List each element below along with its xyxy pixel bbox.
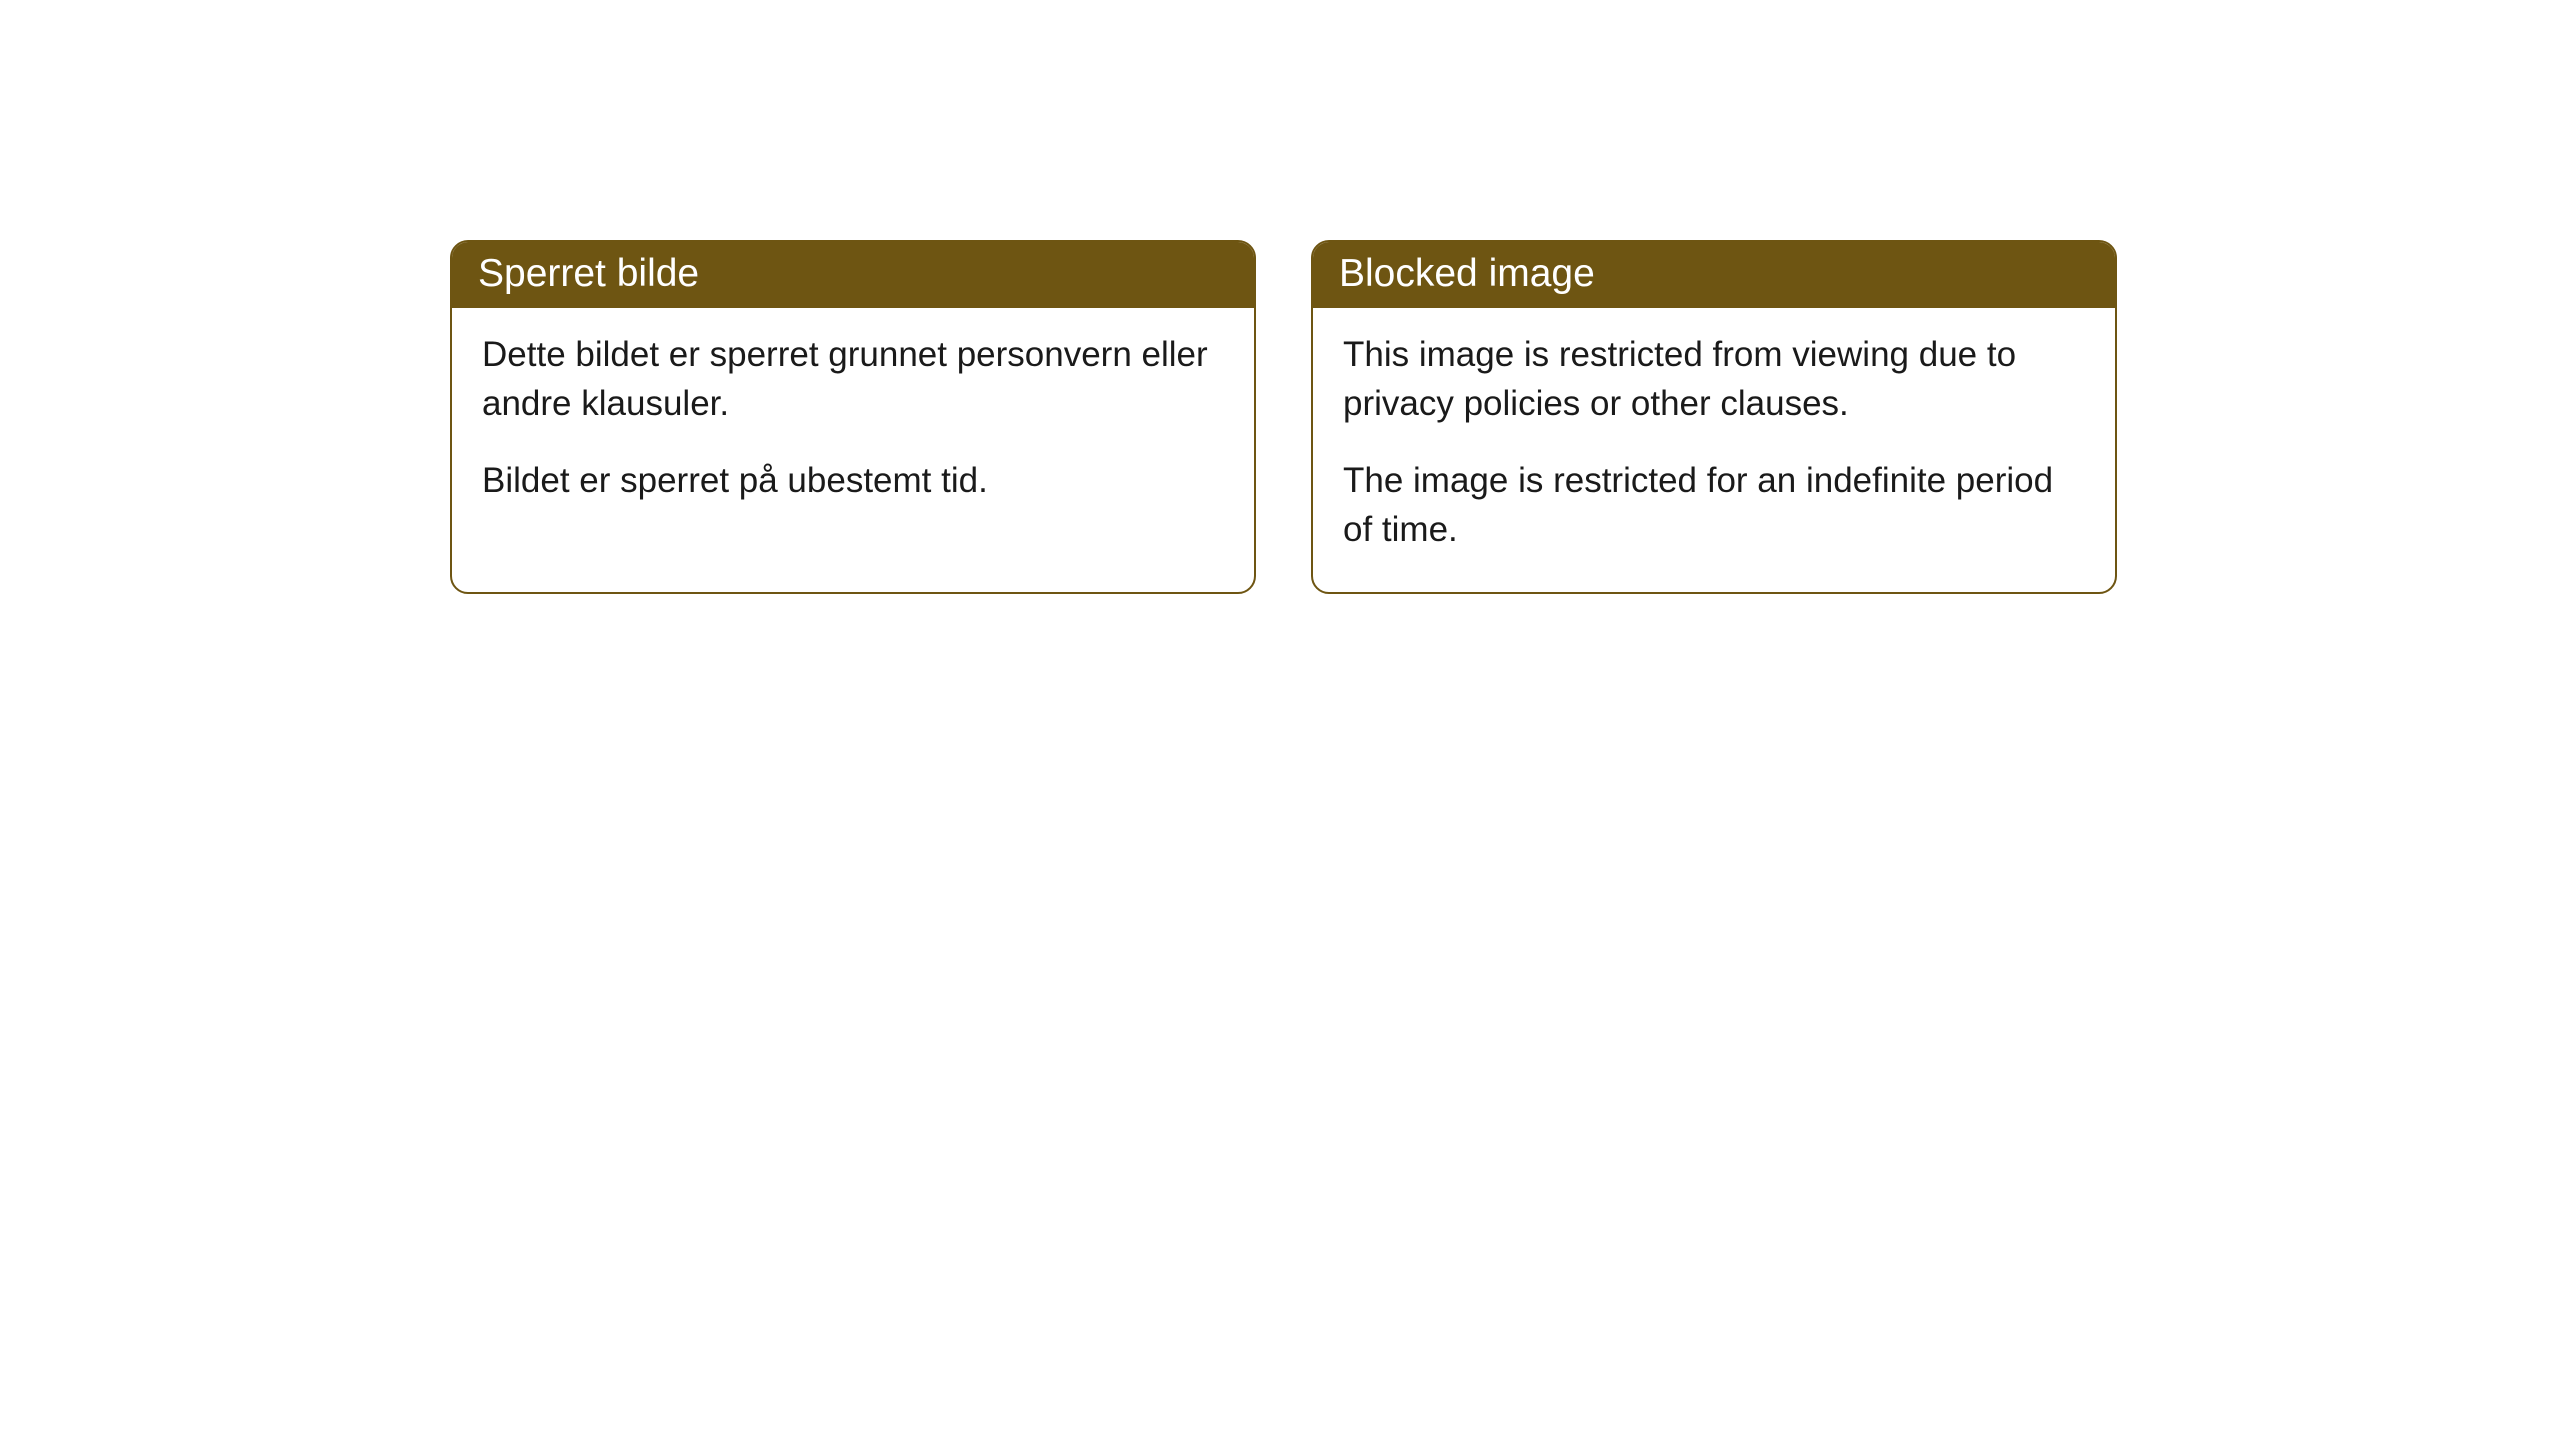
card-header: Blocked image — [1313, 242, 2115, 308]
card-header: Sperret bilde — [452, 242, 1254, 308]
card-paragraph: This image is restricted from viewing du… — [1343, 330, 2085, 428]
card-title: Blocked image — [1339, 252, 1595, 295]
card-body: Dette bildet er sperret grunnet personve… — [452, 308, 1254, 543]
card-title: Sperret bilde — [478, 252, 699, 295]
notice-cards-container: Sperret bilde Dette bildet er sperret gr… — [450, 240, 2117, 594]
card-paragraph: Bildet er sperret på ubestemt tid. — [482, 456, 1224, 505]
card-paragraph: The image is restricted for an indefinit… — [1343, 456, 2085, 554]
notice-card-norwegian: Sperret bilde Dette bildet er sperret gr… — [450, 240, 1256, 594]
card-body: This image is restricted from viewing du… — [1313, 308, 2115, 592]
notice-card-english: Blocked image This image is restricted f… — [1311, 240, 2117, 594]
card-paragraph: Dette bildet er sperret grunnet personve… — [482, 330, 1224, 428]
